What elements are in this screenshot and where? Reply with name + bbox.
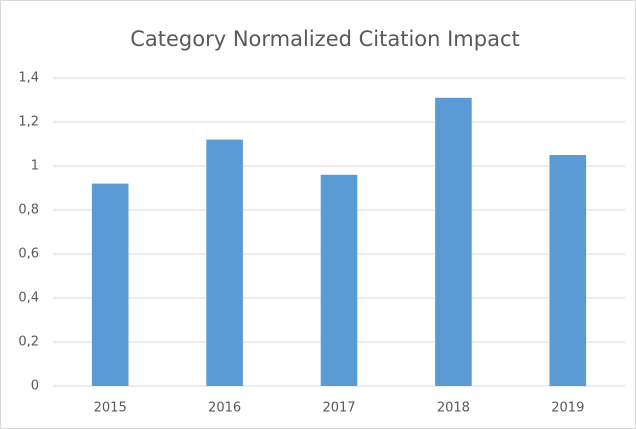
y-tick-label: 0,8 <box>18 203 39 218</box>
y-tick-label: 1 <box>31 159 39 174</box>
y-tick-label: 0,4 <box>18 291 39 306</box>
bar <box>549 155 587 386</box>
x-tick-label: 2017 <box>322 401 355 416</box>
x-tick-label: 2015 <box>94 401 127 416</box>
x-tick-label: 2016 <box>208 401 241 416</box>
y-tick-label: 0,6 <box>18 247 39 262</box>
chart-title: Category Normalized Citation Impact <box>130 27 520 51</box>
x-tick-label: 2019 <box>551 401 584 416</box>
bar <box>206 139 243 386</box>
y-tick-label: 0 <box>31 379 39 394</box>
bar <box>91 183 129 386</box>
x-tick-label: 2018 <box>437 401 470 416</box>
y-tick-label: 1,4 <box>18 71 39 86</box>
y-tick-label: 1,2 <box>18 115 39 130</box>
y-tick-label: 0,2 <box>18 335 39 350</box>
bar <box>320 174 358 386</box>
bar <box>435 97 472 387</box>
